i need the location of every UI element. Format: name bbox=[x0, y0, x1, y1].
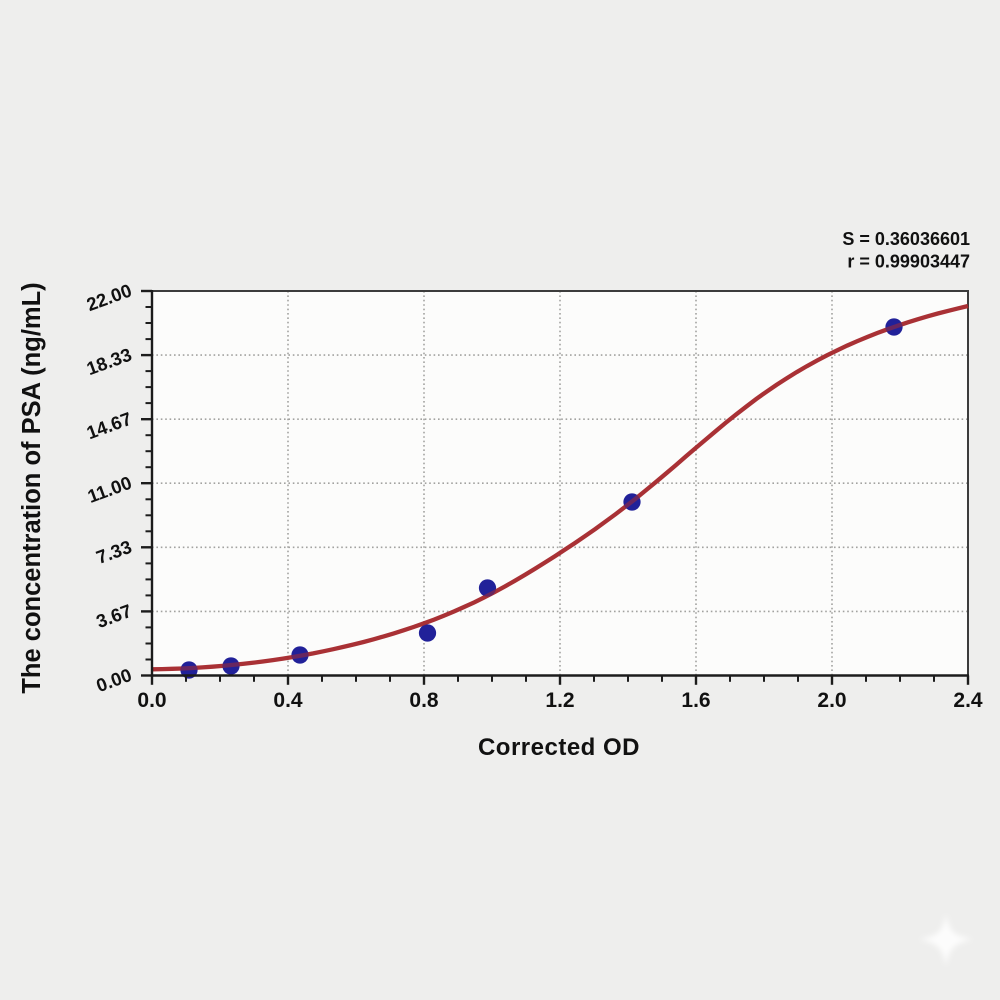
svg-text:Corrected OD: Corrected OD bbox=[478, 734, 640, 761]
svg-text:2.0: 2.0 bbox=[817, 689, 846, 712]
svg-text:0.4: 0.4 bbox=[273, 689, 303, 712]
svg-text:The concentration of PSA (ng/m: The concentration of PSA (ng/mL) bbox=[18, 282, 46, 693]
svg-text:0.0: 0.0 bbox=[137, 689, 166, 712]
svg-text:0.8: 0.8 bbox=[409, 689, 439, 712]
svg-text:2.4: 2.4 bbox=[953, 689, 983, 712]
svg-text:r = 0.99903447: r = 0.99903447 bbox=[847, 252, 970, 272]
svg-text:1.6: 1.6 bbox=[681, 689, 710, 712]
svg-text:1.2: 1.2 bbox=[545, 689, 574, 712]
svg-text:S = 0.36036601: S = 0.36036601 bbox=[842, 229, 970, 249]
